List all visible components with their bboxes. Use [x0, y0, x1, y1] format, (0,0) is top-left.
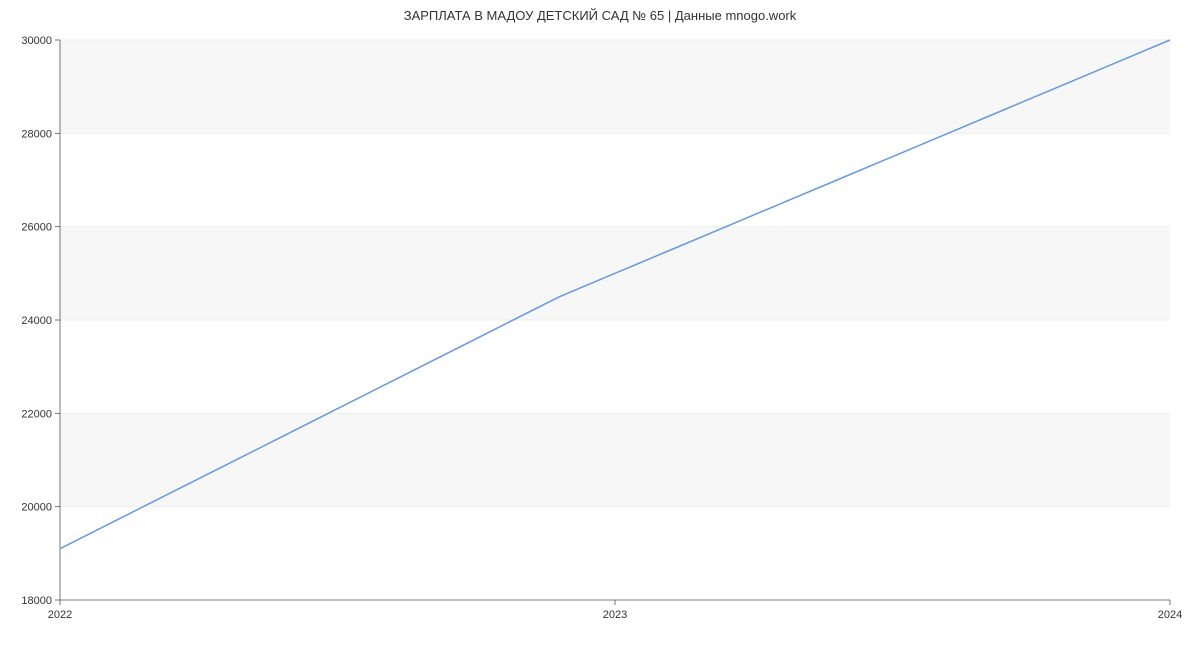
y-tick-label: 20000 [21, 502, 52, 514]
y-tick-label: 28000 [21, 128, 52, 140]
y-tick-label: 30000 [21, 35, 52, 47]
y-tick-label: 26000 [21, 222, 52, 234]
x-tick-label: 2024 [1158, 609, 1182, 621]
x-tick-label: 2023 [603, 609, 627, 621]
line-chart: 18000 20000 22000 24000 26000 28000 30000 2022… [0, 0, 1200, 650]
y-tick-label: 18000 [21, 595, 52, 607]
chart-container: ЗАРПЛАТА В МАДОУ ДЕТСКИЙ САД № 65 | Данн… [0, 0, 1200, 650]
y-tick-label: 24000 [21, 315, 52, 327]
x-tick-label: 2022 [48, 609, 72, 621]
y-tick-label: 22000 [21, 408, 52, 420]
